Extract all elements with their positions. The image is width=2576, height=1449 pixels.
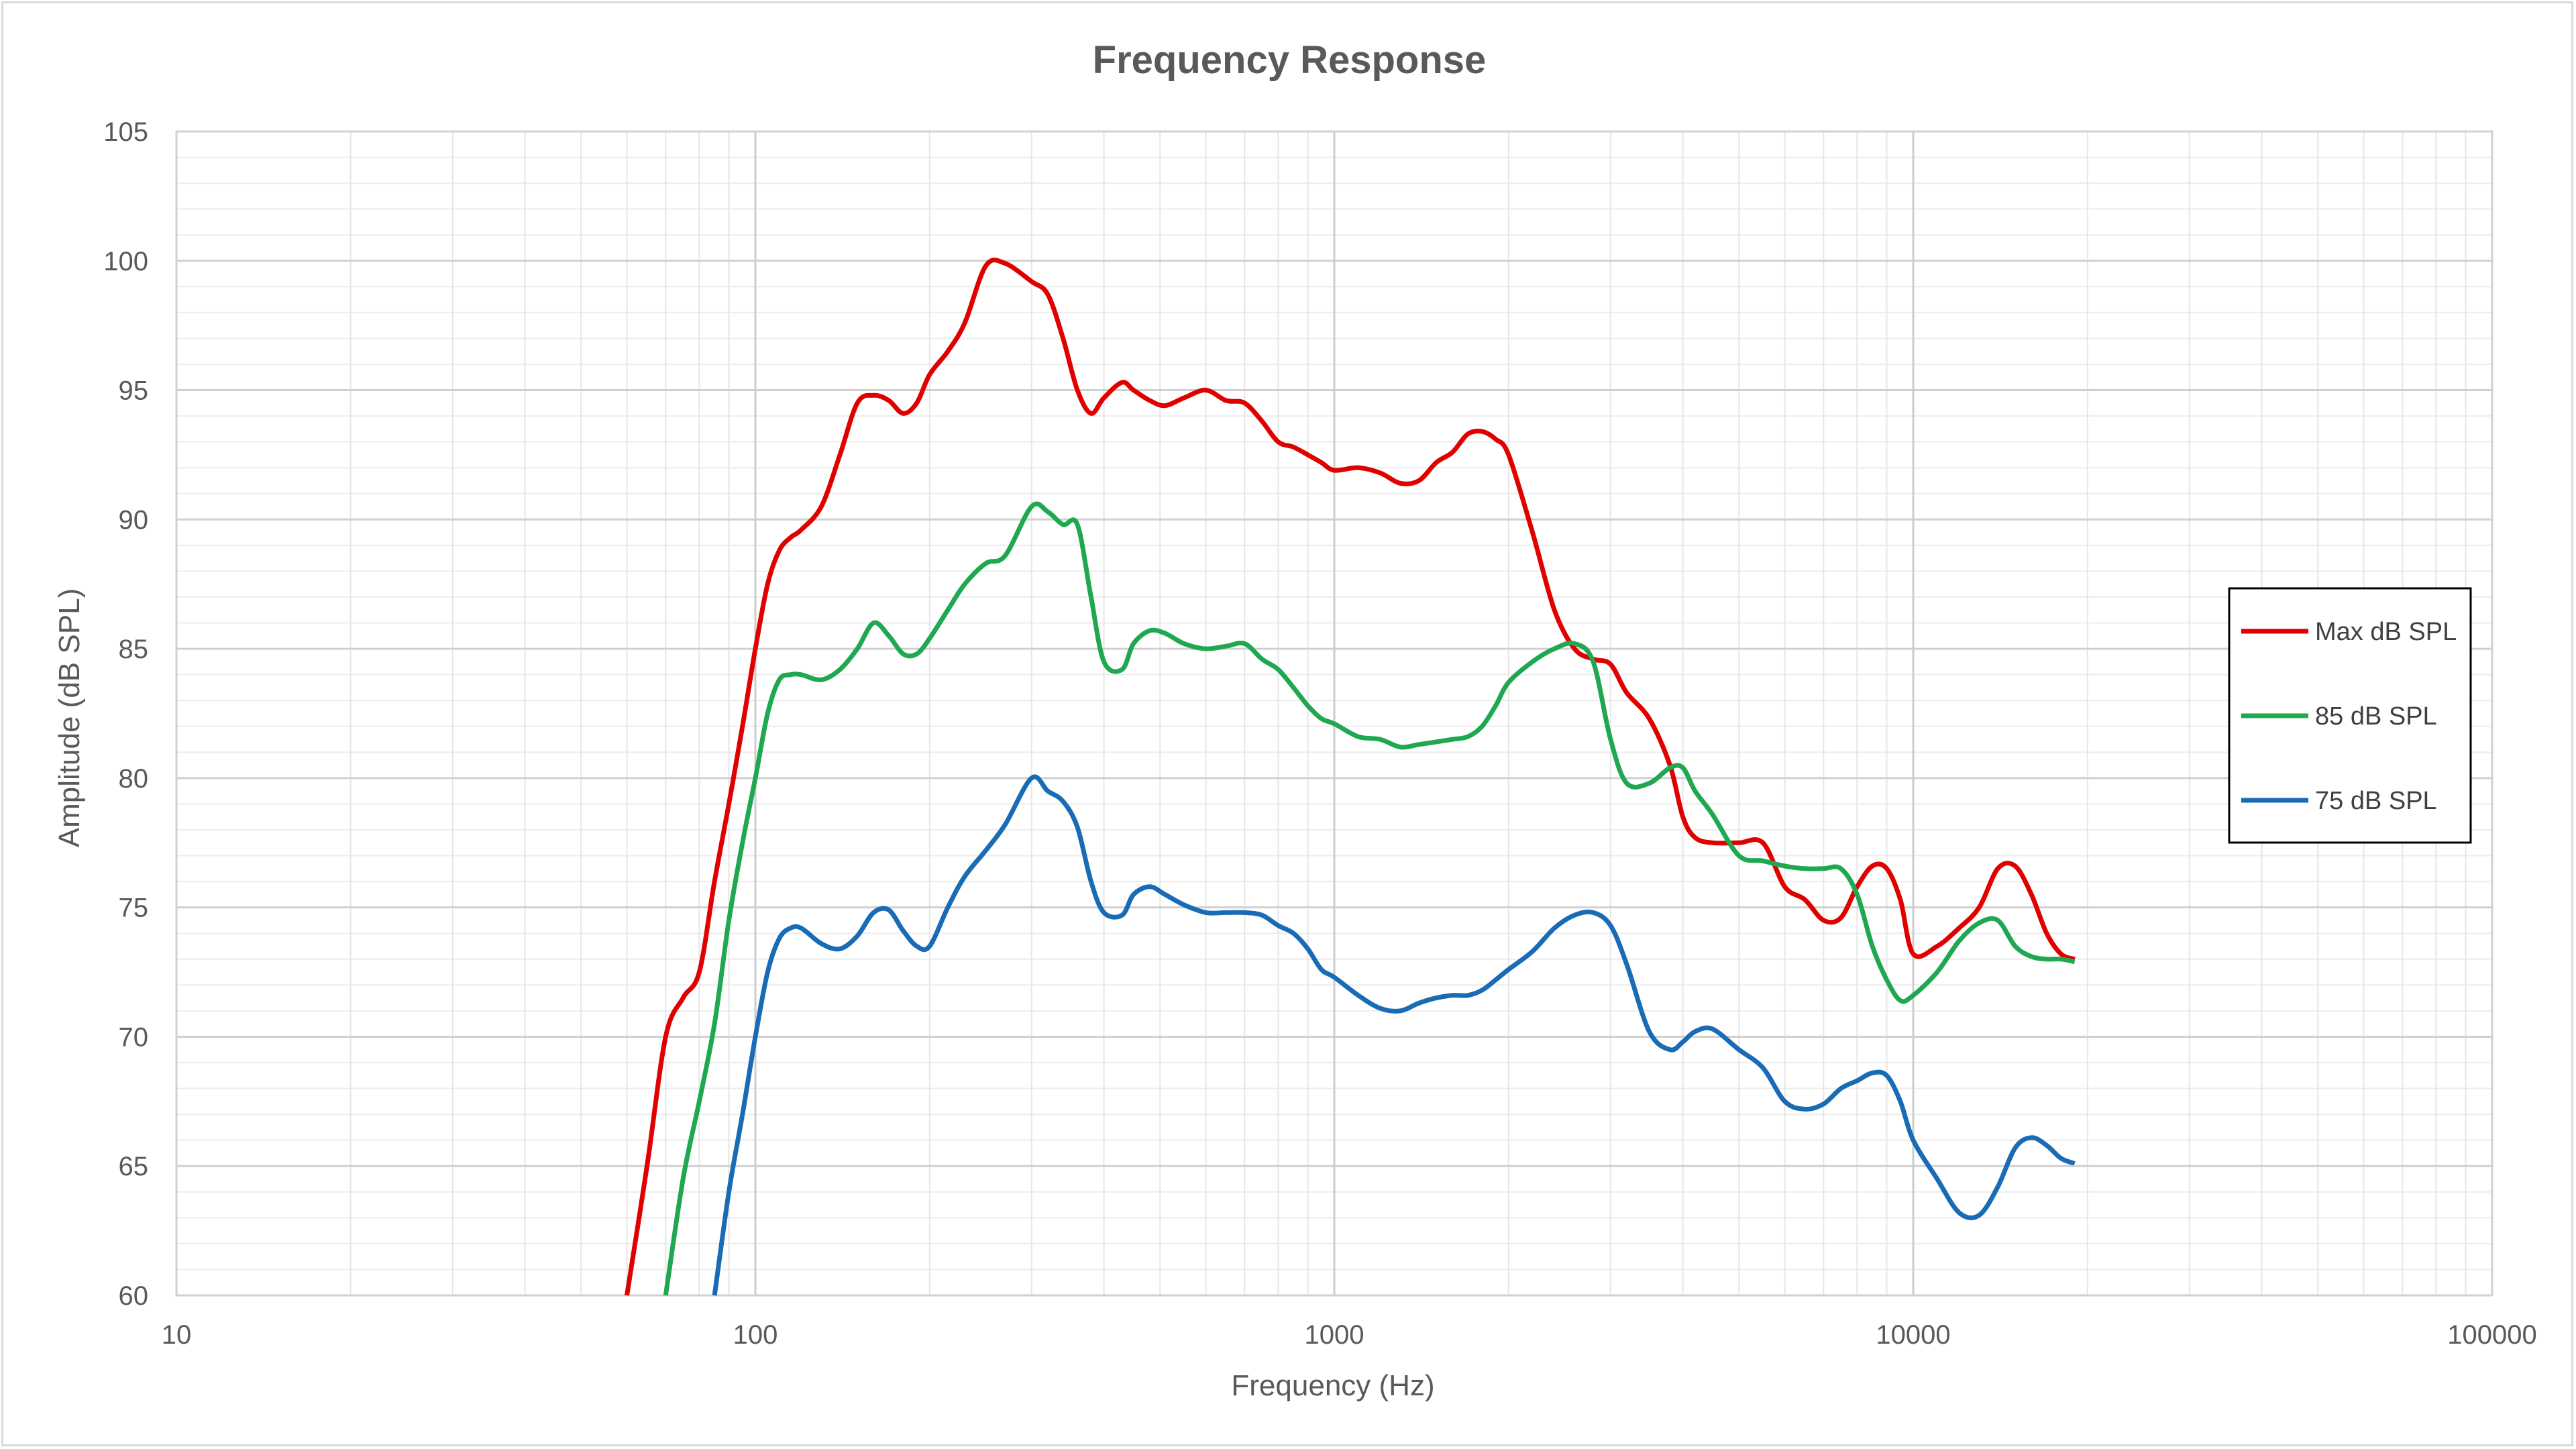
series-line-75-db-spl xyxy=(712,774,2076,1296)
y-tick-label: 80 xyxy=(119,764,149,794)
y-tick-label: 65 xyxy=(119,1152,149,1181)
chart-title: Frequency Response xyxy=(1093,38,1487,82)
y-axis-label: Amplitude (dB SPL) xyxy=(53,588,86,847)
x-tick-label: 10000 xyxy=(1876,1320,1950,1350)
x-tick-label: 1000 xyxy=(1305,1320,1364,1350)
y-tick-label: 85 xyxy=(119,635,149,664)
x-tick-label: 100 xyxy=(733,1320,778,1350)
legend-label-max-db-spl: Max dB SPL xyxy=(2315,618,2457,646)
grid-layer xyxy=(175,130,2493,1297)
series-line-max-db-spl xyxy=(625,258,2076,1296)
y-tick-label: 70 xyxy=(119,1022,149,1052)
x-tick-label: 100000 xyxy=(2447,1320,2536,1350)
y-tick-label: 105 xyxy=(103,117,148,147)
x-axis-label: Frequency (Hz) xyxy=(1231,1369,1434,1402)
y-tick-label: 75 xyxy=(119,894,149,923)
legend-label-75-db-spl: 75 dB SPL xyxy=(2315,787,2437,815)
legend: Max dB SPL 85 dB SPL 75 dB SPL xyxy=(2228,587,2472,844)
legend-label-85-db-spl: 85 dB SPL xyxy=(2315,702,2437,731)
y-tick-label: 100 xyxy=(103,247,148,276)
series-layer xyxy=(625,258,2076,1296)
y-tick-label: 95 xyxy=(119,376,149,406)
x-tick-label: 10 xyxy=(162,1320,192,1350)
tick-layer: 60 65 70 75 80 85 90 95 100 105 10 100 1000 10000 1000… xyxy=(103,117,2536,1350)
series-line-85-db-spl xyxy=(663,501,2076,1296)
chart-svg: Frequency Response 60 65 70 75 80 85 90 95 100 10… xyxy=(53,38,2537,1402)
y-tick-label: 90 xyxy=(119,505,149,535)
y-tick-label: 60 xyxy=(119,1281,149,1311)
plot-area-border xyxy=(175,130,2493,1297)
